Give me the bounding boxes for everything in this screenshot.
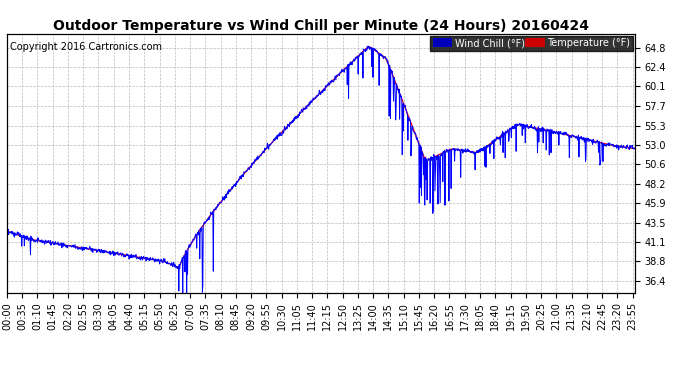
Legend: Wind Chill (°F), Temperature (°F): Wind Chill (°F), Temperature (°F) <box>431 36 633 51</box>
Title: Outdoor Temperature vs Wind Chill per Minute (24 Hours) 20160424: Outdoor Temperature vs Wind Chill per Mi… <box>53 19 589 33</box>
Text: Copyright 2016 Cartronics.com: Copyright 2016 Cartronics.com <box>10 42 162 51</box>
